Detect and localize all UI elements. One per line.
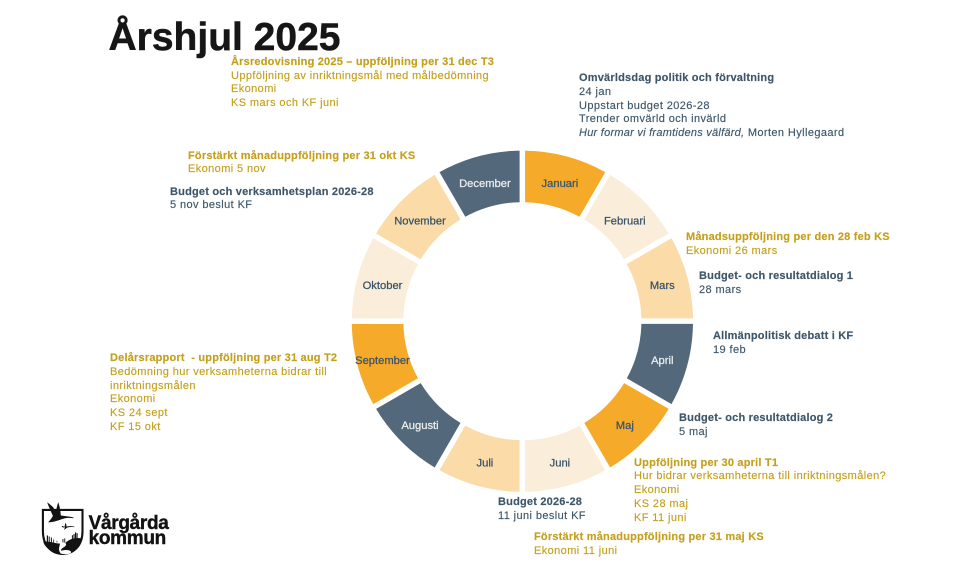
svg-text:Augusti: Augusti [401, 420, 438, 432]
svg-text:Januari: Januari [542, 178, 579, 190]
svg-text:Februari: Februari [604, 215, 646, 227]
svg-text:September: September [355, 355, 410, 367]
svg-text:Maj: Maj [616, 420, 634, 432]
svg-text:April: April [651, 355, 673, 367]
svg-text:Oktober: Oktober [363, 280, 403, 292]
svg-text:Mars: Mars [650, 280, 675, 292]
svg-text:November: November [394, 215, 446, 227]
svg-text:Juni: Juni [550, 458, 571, 470]
svg-text:December: December [459, 178, 511, 190]
svg-text:Juli: Juli [477, 458, 494, 470]
